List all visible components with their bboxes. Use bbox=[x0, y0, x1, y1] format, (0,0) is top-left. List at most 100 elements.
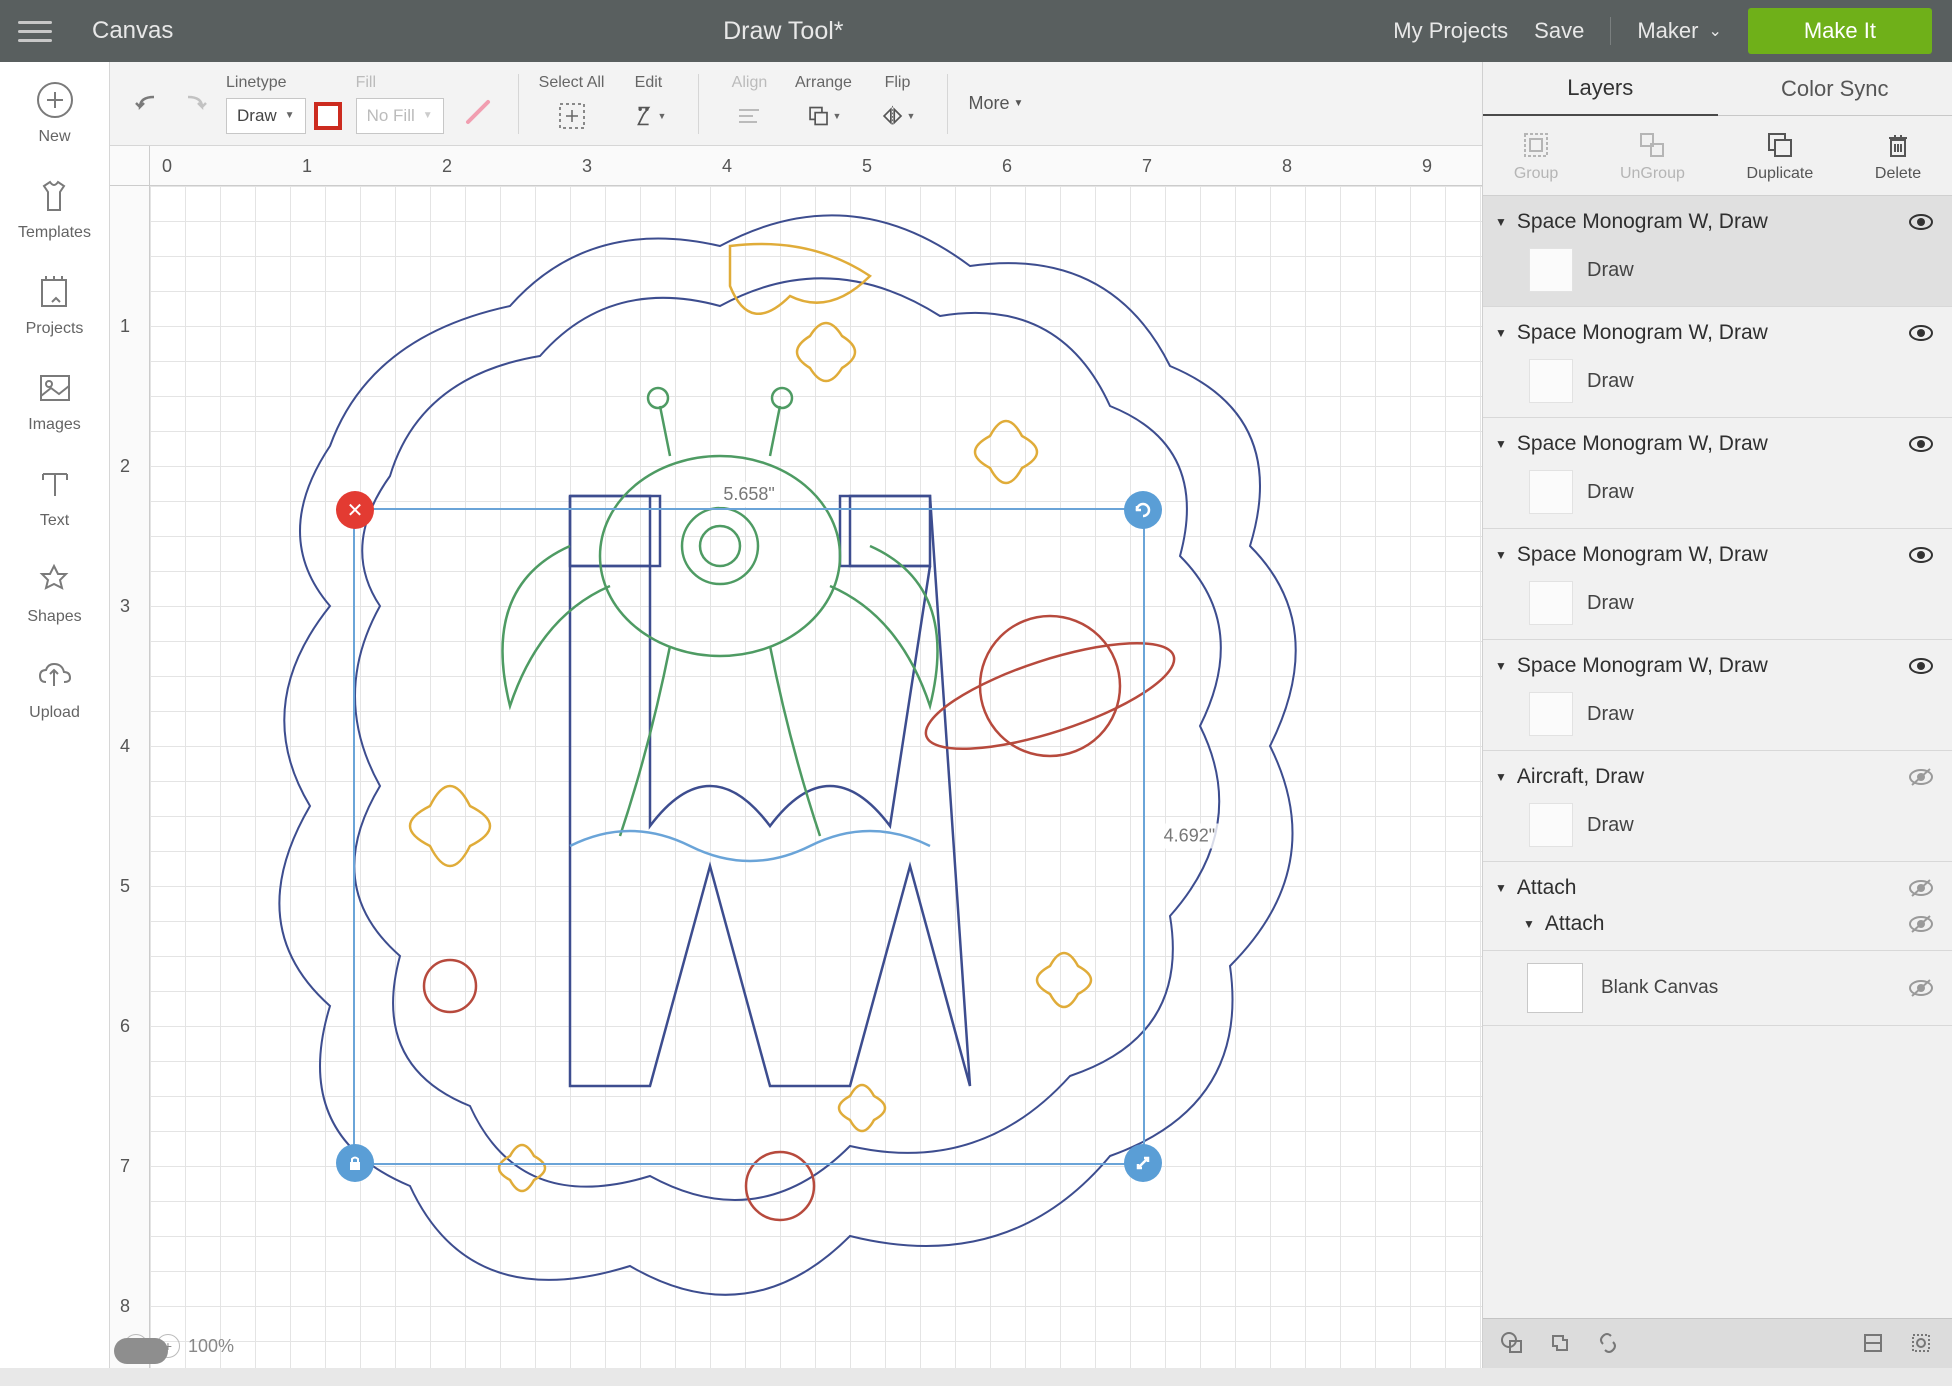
select-all-button[interactable]: Select All bbox=[539, 74, 605, 134]
chevron-down-icon[interactable]: ▼ bbox=[1523, 917, 1535, 931]
label: Edit bbox=[635, 74, 663, 92]
redo-button[interactable] bbox=[178, 87, 212, 121]
visibility-toggle[interactable] bbox=[1908, 878, 1934, 898]
save-button[interactable]: Save bbox=[1534, 18, 1584, 44]
layer-name: Aircraft, Draw bbox=[1517, 765, 1898, 789]
visibility-toggle[interactable] bbox=[1908, 434, 1934, 454]
ruler-horizontal: 0 1 2 3 4 5 6 7 8 9 bbox=[150, 146, 1482, 186]
arrange-icon: ▼ bbox=[805, 98, 841, 134]
fill-select: No Fill ▼ bbox=[356, 98, 444, 134]
visibility-toggle[interactable] bbox=[1908, 767, 1934, 787]
visibility-toggle[interactable] bbox=[1908, 545, 1934, 565]
tab-layers[interactable]: Layers bbox=[1483, 62, 1718, 116]
edit-button[interactable]: Edit ▼ bbox=[618, 74, 678, 134]
chevron-down-icon[interactable]: ▼ bbox=[1495, 437, 1507, 451]
menu-icon[interactable] bbox=[0, 21, 70, 42]
selection-box[interactable]: ✕ 5.658" 4.692" bbox=[353, 508, 1145, 1165]
chevron-down-icon[interactable]: ▼ bbox=[1495, 881, 1507, 895]
left-nav: New Templates Projects Images Text Shape… bbox=[0, 62, 110, 1368]
chevron-down-icon[interactable]: ▼ bbox=[1495, 215, 1507, 229]
layer-op: Draw bbox=[1587, 259, 1634, 282]
chevron-down-icon[interactable]: ▼ bbox=[1495, 659, 1507, 673]
delete-button[interactable]: Delete bbox=[1875, 129, 1921, 183]
layer-row[interactable]: ▼Space Monogram W, DrawDraw bbox=[1483, 307, 1952, 418]
machine-select[interactable]: Maker ⌄ bbox=[1637, 18, 1722, 44]
chevron-down-icon: ▼ bbox=[423, 110, 433, 121]
layer-thumbnail bbox=[1529, 470, 1573, 514]
nav-shapes[interactable]: Shapes bbox=[27, 560, 81, 626]
layer-thumbnail bbox=[1529, 248, 1573, 292]
canvas-area[interactable]: 0 1 2 3 4 5 6 7 8 9 1 2 3 4 5 6 7 8 bbox=[110, 146, 1482, 1368]
machine-label: Maker bbox=[1637, 18, 1698, 44]
nav-images[interactable]: Images bbox=[28, 368, 80, 434]
pen-icon bbox=[458, 92, 498, 132]
layers-list[interactable]: ▼ Space Monogram W, Draw Draw ▼ Space Monogr… bbox=[1483, 196, 1952, 1318]
nav-new[interactable]: New bbox=[35, 80, 75, 146]
contour-icon[interactable] bbox=[1908, 1330, 1936, 1358]
layer-row[interactable]: ▼Aircraft, DrawDraw bbox=[1483, 751, 1952, 862]
chevron-down-icon[interactable]: ▼ bbox=[1495, 326, 1507, 340]
nav-label: Projects bbox=[26, 320, 84, 338]
layer-name: Space Monogram W, Draw bbox=[1517, 321, 1898, 345]
scroll-pill[interactable] bbox=[114, 1338, 168, 1364]
label: Flip bbox=[885, 74, 911, 92]
resize-handle[interactable] bbox=[1124, 1144, 1162, 1182]
nav-text[interactable]: Text bbox=[35, 464, 75, 530]
attach-icon[interactable] bbox=[1595, 1330, 1623, 1358]
separator bbox=[947, 74, 948, 134]
layer-row[interactable]: ▼Space Monogram W, DrawDraw bbox=[1483, 529, 1952, 640]
my-projects-link[interactable]: My Projects bbox=[1393, 18, 1508, 44]
flatten-icon[interactable] bbox=[1860, 1330, 1888, 1358]
layer-thumbnail bbox=[1529, 581, 1573, 625]
layer-thumbnail bbox=[1529, 803, 1573, 847]
nav-projects[interactable]: Projects bbox=[26, 272, 84, 338]
chevron-down-icon[interactable]: ▼ bbox=[1495, 548, 1507, 562]
undo-button[interactable] bbox=[130, 87, 164, 121]
visibility-toggle[interactable] bbox=[1908, 323, 1934, 343]
tab-color-sync[interactable]: Color Sync bbox=[1718, 62, 1952, 116]
rotate-handle[interactable] bbox=[1124, 491, 1162, 529]
flip-icon: ▼ bbox=[879, 98, 915, 134]
nav-templates[interactable]: Templates bbox=[18, 176, 91, 242]
duplicate-button[interactable]: Duplicate bbox=[1747, 129, 1814, 183]
trash-icon bbox=[1882, 129, 1914, 161]
select-all-icon bbox=[554, 98, 590, 134]
arrange-button[interactable]: Arrange ▼ bbox=[793, 74, 853, 134]
layer-row[interactable]: ▼Space Monogram W, DrawDraw bbox=[1483, 418, 1952, 529]
layer-name: Space Monogram W, Draw bbox=[1517, 210, 1898, 234]
layer-op: Draw bbox=[1587, 481, 1634, 504]
blank-swatch bbox=[1527, 963, 1583, 1013]
height-label: 4.692" bbox=[1160, 824, 1219, 849]
slice-icon[interactable] bbox=[1499, 1330, 1527, 1358]
artwork[interactable]: ✕ 5.658" 4.692" bbox=[150, 186, 1450, 1386]
visibility-toggle[interactable] bbox=[1908, 656, 1934, 676]
layer-thumbnail bbox=[1529, 359, 1573, 403]
nav-upload[interactable]: Upload bbox=[29, 656, 80, 722]
weld-icon[interactable] bbox=[1547, 1330, 1575, 1358]
label: More bbox=[968, 93, 1009, 114]
layer-footer bbox=[1483, 1318, 1952, 1368]
more-button[interactable]: More▼ bbox=[968, 93, 1023, 114]
chevron-down-icon: ▼ bbox=[285, 110, 295, 121]
ruler-corner bbox=[110, 146, 150, 186]
duplicate-icon bbox=[1764, 129, 1796, 161]
linetype-swatch[interactable] bbox=[314, 102, 342, 130]
delete-handle[interactable]: ✕ bbox=[336, 491, 374, 529]
layer-row[interactable]: ▼Space Monogram W, DrawDraw bbox=[1483, 640, 1952, 751]
chevron-down-icon[interactable]: ▼ bbox=[1495, 770, 1507, 784]
linetype-select[interactable]: Draw ▼ bbox=[226, 98, 306, 134]
layer-name: Attach bbox=[1545, 912, 1898, 936]
align-icon bbox=[731, 98, 767, 134]
visibility-toggle[interactable] bbox=[1908, 914, 1934, 934]
layer-row[interactable]: ▼ Space Monogram W, Draw Draw bbox=[1483, 196, 1952, 307]
nav-label: Text bbox=[40, 512, 69, 530]
fill-label: Fill bbox=[356, 74, 444, 92]
flip-button[interactable]: Flip ▼ bbox=[867, 74, 927, 134]
layer-row-attach[interactable]: ▼Attach▼Attach bbox=[1483, 862, 1952, 951]
blank-canvas-row[interactable]: Blank Canvas bbox=[1483, 951, 1952, 1026]
visibility-toggle[interactable] bbox=[1908, 978, 1934, 998]
panel-tabs: Layers Color Sync bbox=[1483, 62, 1952, 116]
lock-handle[interactable] bbox=[336, 1144, 374, 1182]
make-it-button[interactable]: Make It bbox=[1748, 8, 1932, 54]
visibility-toggle[interactable] bbox=[1908, 212, 1934, 232]
